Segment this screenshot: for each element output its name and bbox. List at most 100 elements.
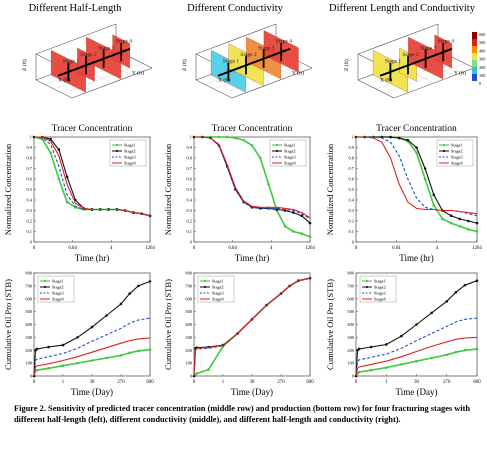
legend-marker xyxy=(275,149,279,153)
data-point-stage1 xyxy=(225,135,229,139)
y-axis-label: Normalized Concentration xyxy=(163,143,173,235)
data-point-stage1 xyxy=(90,359,94,362)
legend-label: Stage4 xyxy=(52,297,65,302)
data-point-stage2 xyxy=(423,167,427,170)
column-title-length-conductivity: Different Length and Conductivity xyxy=(329,3,475,14)
y-tick-label: 1 xyxy=(190,135,192,140)
data-point-stage1 xyxy=(415,151,418,155)
colorbar-segment xyxy=(472,39,477,46)
x-tick-label: 30 xyxy=(250,380,255,385)
y-tick-label: 800 xyxy=(25,271,32,276)
data-point-stage1 xyxy=(57,177,61,181)
legend-label: Stage2 xyxy=(52,285,64,290)
colorbar-segment xyxy=(472,60,477,67)
colorbar-tick: 500 xyxy=(479,40,485,45)
y-tick-label: 600 xyxy=(347,296,354,301)
x-tick-label: 0 xyxy=(33,246,36,251)
data-point-stage2 xyxy=(467,219,470,223)
x-axis-label: Time (Day) xyxy=(231,387,273,397)
data-point-stage1 xyxy=(384,366,388,369)
data-point-stage2 xyxy=(35,347,39,351)
y-tick-label: 500 xyxy=(347,309,354,314)
y-tick-label: 500 xyxy=(25,309,32,314)
data-point-stage1 xyxy=(258,156,262,160)
y-tick-label: 400 xyxy=(185,322,192,327)
x-tick-label: 1 xyxy=(222,380,225,385)
z-axis-label: Z (ft) xyxy=(181,59,188,71)
y-tick-label: 0.1 xyxy=(349,229,355,234)
legend-label: Stage3 xyxy=(212,291,224,296)
colorbar-tick: 100 xyxy=(479,73,485,78)
y-tick-label: 0.8 xyxy=(187,156,193,161)
y-tick-label: 0.1 xyxy=(27,229,33,234)
data-point-stage1 xyxy=(65,200,69,204)
y-tick-label: 0.6 xyxy=(349,177,355,182)
legend-marker xyxy=(203,279,207,283)
box-edge xyxy=(357,23,439,55)
y-tick-label: 0.1 xyxy=(187,229,193,234)
data-point-stage1 xyxy=(217,135,221,139)
legend-label: Stage4 xyxy=(212,297,225,302)
x-tick-label: 1264 xyxy=(145,246,155,251)
y-tick-label: 0.4 xyxy=(27,198,33,203)
y-tick-label: 0.2 xyxy=(187,219,193,224)
data-point-stage2 xyxy=(415,323,418,326)
horizontal-wellbore xyxy=(217,47,291,77)
x-tick-label: 4 xyxy=(270,246,273,251)
x-tick-label: 0.04 xyxy=(228,246,237,251)
y-tick-label: 0 xyxy=(30,240,33,245)
x-axis-label: Time (Day) xyxy=(396,387,438,397)
z-axis-label: Z (ft) xyxy=(21,59,28,71)
data-point-stage1 xyxy=(267,182,270,186)
data-point-stage2 xyxy=(90,325,94,329)
series-line-stage3 xyxy=(33,317,151,377)
colorbar-segment xyxy=(472,67,477,74)
y-tick-label: 0 xyxy=(352,374,355,379)
y-tick-label: 0.6 xyxy=(27,177,33,182)
y-tick-label: 0.5 xyxy=(187,187,193,192)
x-tick-label: 1264 xyxy=(472,246,482,251)
data-point-stage2 xyxy=(445,300,449,303)
y-tick-label: 500 xyxy=(185,309,192,314)
chart-title: Tracer Concentration xyxy=(52,124,133,134)
data-point-stage1 xyxy=(369,368,373,372)
colorbar-segment xyxy=(472,32,477,39)
y-axis-label: Y (ft) xyxy=(454,70,466,77)
colorbar-tick: 200 xyxy=(479,65,485,70)
x-axis-label: Time (Day) xyxy=(71,387,113,397)
y-tick-label: 200 xyxy=(185,348,192,353)
data-point-stage1 xyxy=(250,144,254,147)
colorbar-tick: 0 xyxy=(479,81,481,86)
data-point-stage1 xyxy=(430,356,433,360)
y-tick-label: 200 xyxy=(25,348,32,353)
legend-marker xyxy=(115,143,119,147)
data-point-stage1 xyxy=(441,217,444,221)
y-tick-label: 200 xyxy=(347,348,354,353)
legend-label: Stage3 xyxy=(284,155,296,160)
x-tick-label: 4 xyxy=(435,246,438,251)
data-point-stage1 xyxy=(400,363,403,366)
y-tick-label: 100 xyxy=(185,361,192,366)
y-tick-label: 400 xyxy=(347,322,354,327)
x-tick-label: 0 xyxy=(355,246,358,251)
x-tick-label: 1264 xyxy=(305,246,315,251)
box-edge xyxy=(195,23,277,55)
data-point-stage2 xyxy=(300,214,304,218)
legend-marker xyxy=(203,285,207,289)
data-point-stage1 xyxy=(449,221,453,225)
data-point-stage2 xyxy=(61,343,65,347)
y-tick-label: 600 xyxy=(185,296,192,301)
x-tick-label: 0 xyxy=(33,380,36,385)
data-point-stage2 xyxy=(49,137,52,141)
y-axis-label: Cumulative Oil Pro (STB) xyxy=(325,279,335,370)
stage-label: Stage 1 xyxy=(63,59,80,65)
x-axis-label: Time (hr) xyxy=(399,253,433,263)
data-point-stage2 xyxy=(406,138,410,142)
data-point-stage2 xyxy=(454,291,458,294)
legend-marker xyxy=(365,285,369,289)
legend-label: Stage4 xyxy=(124,161,137,166)
data-point-stage2 xyxy=(415,146,418,149)
legend-marker xyxy=(43,285,47,289)
legend-label: Stage3 xyxy=(52,291,64,296)
